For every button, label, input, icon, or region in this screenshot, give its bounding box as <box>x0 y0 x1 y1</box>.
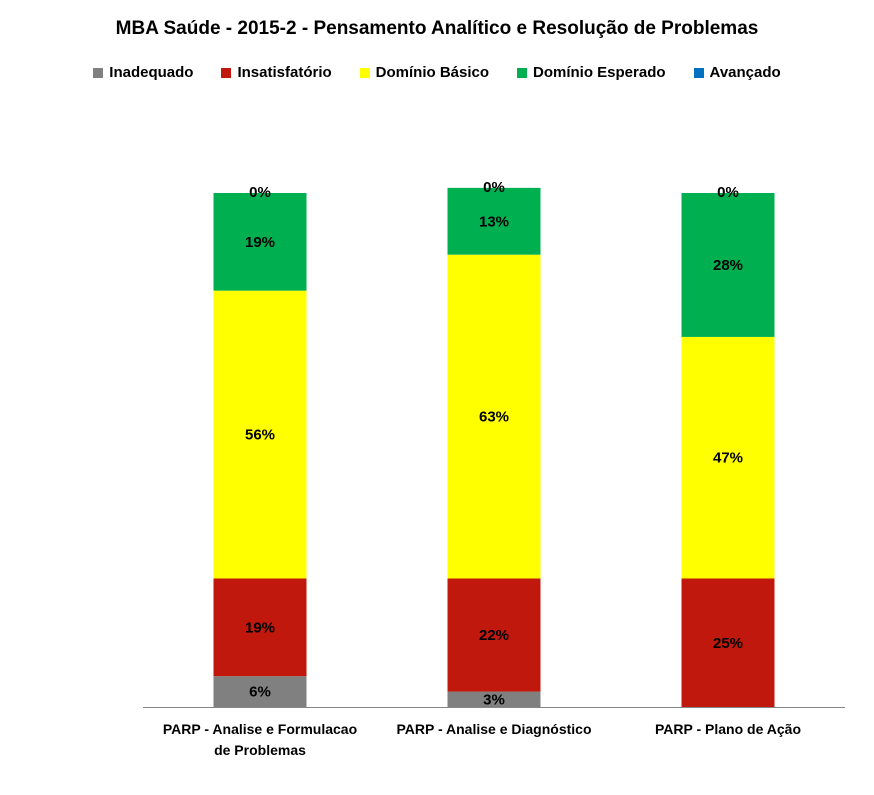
bar-segment-dominio-basico <box>447 254 541 579</box>
data-label-avancado: 0% <box>483 179 505 196</box>
data-label-insatisfatorio: 25% <box>713 635 743 652</box>
category-label: de Problemas <box>214 742 306 758</box>
bar-segment-dominio-basico <box>681 336 775 579</box>
data-label-avancado: 0% <box>249 184 271 201</box>
bar-segment-inadequado <box>447 691 541 707</box>
legend-label: Domínio Básico <box>375 64 490 81</box>
chart-title: MBA Saúde - 2015-2 - Pensamento Analític… <box>115 18 759 39</box>
bar-segment-insatisfatorio <box>681 578 775 707</box>
bar-segment-insatisfatorio <box>213 578 307 677</box>
data-label-dominio-esperado: 19% <box>245 234 275 251</box>
legend-label: Avançado <box>709 64 781 81</box>
data-label-insatisfatorio: 19% <box>245 619 275 636</box>
data-label-dominio-basico: 56% <box>245 427 275 444</box>
legend-swatch <box>517 67 528 78</box>
data-label-dominio-basico: 47% <box>713 450 743 467</box>
category-label: PARP - Analise e Diagnóstico <box>396 721 591 737</box>
legend-swatch <box>221 67 232 78</box>
bar-segment-dominio-esperado <box>447 187 541 255</box>
chart-legend: Inadequado Insatisfatório Domínio Básico Do… <box>0 64 874 81</box>
bar-segment-dominio-basico <box>213 290 307 579</box>
data-label-inadequado: 3% <box>483 691 505 708</box>
category-label: PARP - Plano de Ação <box>655 721 801 737</box>
legend-item-dominio-esperado: Domínio Esperado <box>517 64 666 81</box>
bar-segment-dominio-esperado <box>681 193 775 337</box>
legend-swatch <box>359 67 370 78</box>
category-label: PARP - Analise e Formulacao <box>163 721 357 737</box>
legend-item-insatisfatorio: Insatisfatório <box>221 64 332 81</box>
bar-segment-inadequado <box>213 676 307 707</box>
legend-item-dominio-basico: Domínio Básico <box>359 64 490 81</box>
data-label-dominio-esperado: 13% <box>479 213 509 230</box>
legend-item-inadequado: Inadequado <box>93 64 193 81</box>
data-label-dominio-basico: 63% <box>479 409 509 426</box>
data-label-dominio-esperado: 28% <box>713 257 743 274</box>
bar-segment-dominio-esperado <box>213 193 307 291</box>
legend-swatch <box>93 67 104 78</box>
data-label-insatisfatorio: 22% <box>479 627 509 644</box>
data-label-inadequado: 6% <box>249 684 271 701</box>
legend-item-avancado: Avançado <box>693 64 781 81</box>
legend-label: Inadequado <box>109 64 194 81</box>
data-label-avancado: 0% <box>717 184 739 201</box>
legend-label: Domínio Esperado <box>533 64 666 81</box>
legend-swatch <box>693 67 704 78</box>
bar-segment-insatisfatorio <box>447 578 541 692</box>
legend-label: Insatisfatório <box>237 64 332 81</box>
